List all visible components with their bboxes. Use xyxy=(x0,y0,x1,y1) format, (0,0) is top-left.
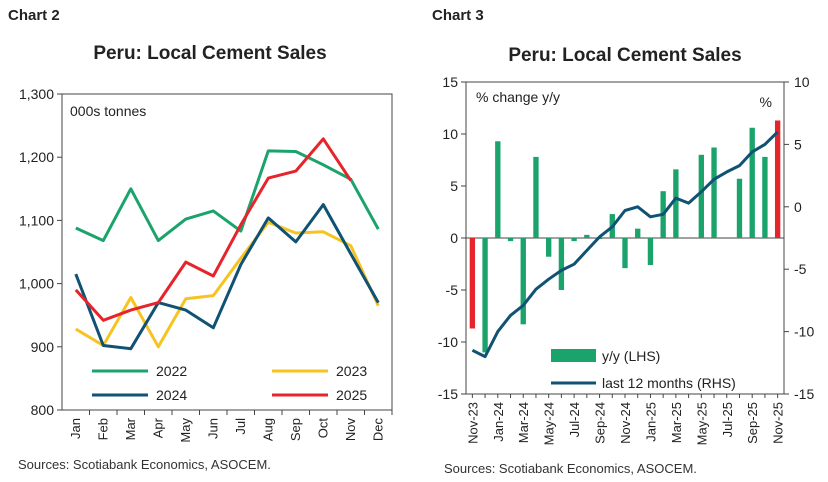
chart2-y-tick-label: 1,200 xyxy=(19,149,54,165)
chart3-y-right-tick-label: -5 xyxy=(794,261,807,277)
chart3-bar-Apr-24 xyxy=(533,156,539,238)
chart3-y-right-tick-label: 10 xyxy=(794,74,810,90)
chart3-legend-label-bars: y/y (LHS) xyxy=(602,348,660,364)
chart2-x-tick-label: Nov xyxy=(343,418,358,442)
chart2-y-tick-label: 800 xyxy=(31,402,55,418)
chart2-x-tick-label: Jan xyxy=(68,418,83,439)
chart3-legend-swatch-bars xyxy=(551,349,596,362)
chart3-left-axis-annotation: % change y/y xyxy=(476,89,560,105)
chart2-y-tick-label: 1,100 xyxy=(19,212,54,228)
chart3-bar-Jul-24 xyxy=(571,238,577,242)
chart3-line-last-12-months xyxy=(471,130,779,359)
chart3-x-tick-label: Nov-23 xyxy=(465,402,480,444)
chart2-units-annotation: 000s tonnes xyxy=(70,103,146,119)
chart3-x-tick-label: Jul-25 xyxy=(720,402,735,437)
chart2-y-tick-label: 900 xyxy=(31,339,55,355)
chart2-x-tick-label: Oct xyxy=(315,418,330,439)
chart3-bar-Nov-25 xyxy=(774,120,781,238)
chart3-bar-Aug-25 xyxy=(736,178,743,238)
chart3-bar-Oct-25 xyxy=(762,156,768,238)
chart3-y-left-tick-label: 10 xyxy=(442,126,458,142)
chart2-x-tick-label: Dec xyxy=(370,418,385,442)
chart3-bar-Dec-23 xyxy=(482,238,488,353)
chart3-x-tick-label: Jan-24 xyxy=(491,402,506,442)
chart3-x-tick-label: May-25 xyxy=(694,402,709,445)
chart3-y-right-tick-label: -10 xyxy=(794,324,814,340)
chart3-y-left-tick-label: -5 xyxy=(446,282,459,298)
chart3-bar-Dec-24 xyxy=(635,228,641,238)
chart2-legend-label-2025: 2025 xyxy=(336,387,367,403)
chart3-panel-label: Chart 3 xyxy=(432,7,484,24)
chart3-x-tick-label: Nov-25 xyxy=(771,402,786,444)
chart3-x-tick-label: Jan-25 xyxy=(643,402,658,442)
chart2-source: Sources: Scotiabank Economics, ASOCEM. xyxy=(18,457,271,472)
chart3-x-tick-label: Nov-24 xyxy=(618,402,633,444)
chart2-y-tick-label: 1,000 xyxy=(19,276,54,292)
chart2-legend-label-2022: 2022 xyxy=(156,363,187,379)
chart2-x-tick-label: Sep xyxy=(288,418,303,441)
chart3-x-tick-label: Jul-24 xyxy=(567,402,582,437)
chart3-x-tick-label: Sep-24 xyxy=(593,402,608,444)
chart3-x-tick-label: Mar-25 xyxy=(669,402,684,443)
chart3-bar-May-24 xyxy=(546,238,552,257)
chart2-x-tick-label: Aug xyxy=(260,418,275,441)
chart2-x-tick-label: Jul xyxy=(233,418,248,435)
chart3-x-tick-label: May-24 xyxy=(542,402,557,445)
chart2-x-tick-label: Feb xyxy=(95,418,110,440)
chart2-x-tick-label: Mar xyxy=(123,417,138,440)
chart3-y-left-tick-label: 15 xyxy=(442,74,458,90)
chart3-y-left-tick-label: -15 xyxy=(438,386,458,402)
chart2-legend-label-2023: 2023 xyxy=(336,363,367,379)
chart3-y-right-tick-label: 0 xyxy=(794,199,802,215)
chart2-legend-label-2024: 2024 xyxy=(156,387,187,403)
chart3-x-tick-label: Mar-24 xyxy=(516,402,531,443)
chart2-series-line-2024 xyxy=(74,203,380,351)
chart3-legend-label-line: last 12 months (RHS) xyxy=(602,375,736,391)
chart2-x-tick-label: Jun xyxy=(205,418,220,439)
chart3-bar-Nov-24 xyxy=(622,238,628,269)
chart3-right-axis-annotation: % xyxy=(760,94,772,110)
chart2-series-line-2022 xyxy=(75,149,380,243)
chart2-y-tick-label: 1,300 xyxy=(19,86,54,102)
chart2-title: Peru: Local Cement Sales xyxy=(93,43,327,64)
chart3-bar-May-25 xyxy=(698,154,704,238)
chart2-x-tick-label: Apr xyxy=(150,417,165,438)
chart3-x-tick-label: Sep-25 xyxy=(745,402,760,444)
chart3-bar-Sep-25 xyxy=(749,127,755,238)
chart3-bar-Jun-25 xyxy=(711,147,717,238)
chart3-y-left-tick-label: 0 xyxy=(450,230,458,246)
chart3-bar-Mar-24 xyxy=(520,238,526,325)
chart3-y-right-tick-label: -15 xyxy=(794,386,814,402)
chart3-bar-Mar-25 xyxy=(673,169,679,238)
chart3-bar-Jun-24 xyxy=(558,238,565,290)
chart2-x-tick-label: May xyxy=(178,418,193,443)
chart3-bar-Aug-24 xyxy=(584,234,590,238)
chart2-series-line-2023 xyxy=(75,220,380,349)
chart3-bar-Jan-25 xyxy=(647,238,654,266)
chart2-plot: 800 900 1,000 1,100 1,200 1,300 Jan Feb Mar Apr Ma… xyxy=(19,86,393,443)
chart2-panel-label: Chart 2 xyxy=(8,7,60,24)
chart3-bar-Jan-24 xyxy=(495,141,501,238)
chart3-bar-Nov-23 xyxy=(469,238,476,329)
chart3-y-left-tick-label: 5 xyxy=(450,178,458,194)
chart3-y-right-tick-label: 5 xyxy=(794,136,802,152)
chart3-y-left-tick-label: -10 xyxy=(438,334,458,350)
chart3-bar-Feb-24 xyxy=(507,238,514,242)
chart2-series-line-2025 xyxy=(74,137,353,322)
chart3-source: Sources: Scotiabank Economics, ASOCEM. xyxy=(444,461,697,476)
chart3-title: Peru: Local Cement Sales xyxy=(508,45,742,66)
